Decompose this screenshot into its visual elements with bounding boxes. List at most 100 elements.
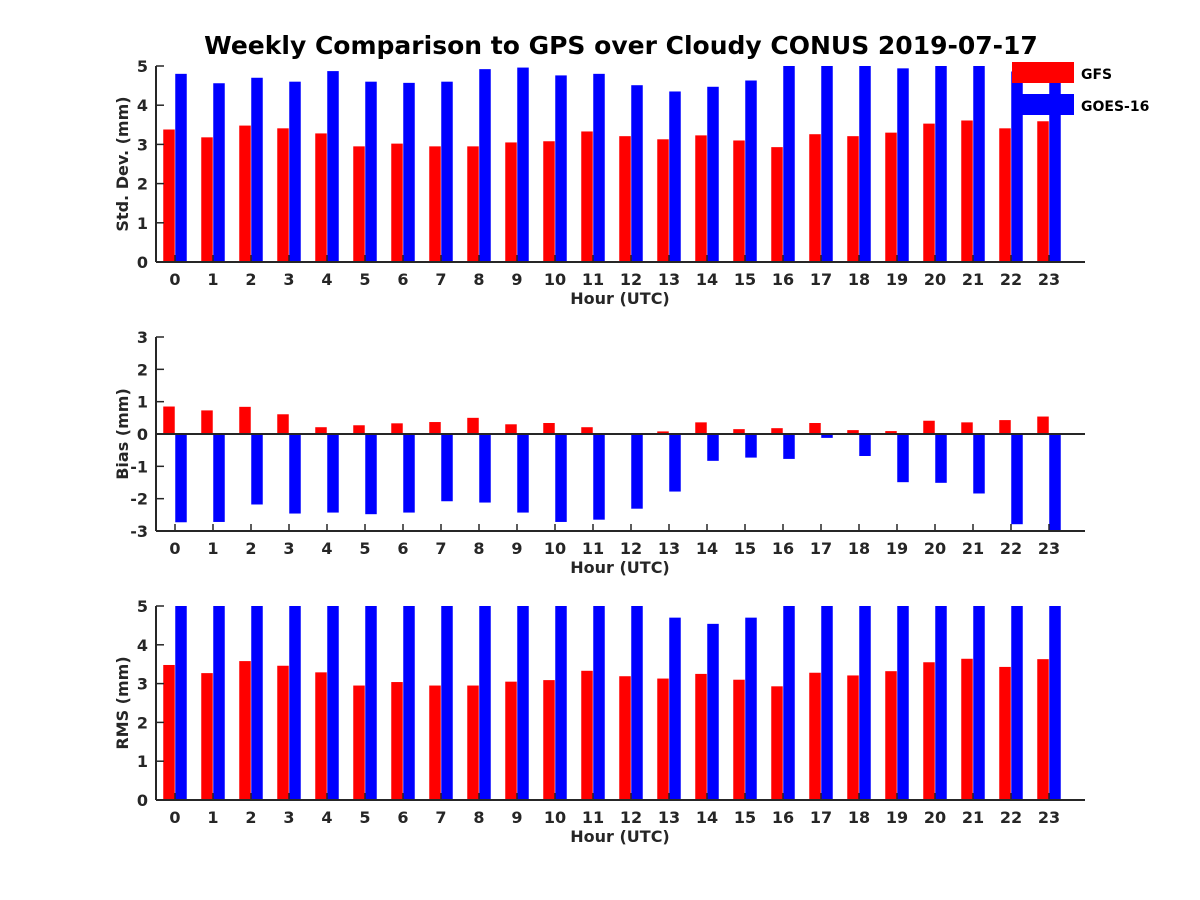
x-tick-label: 1 <box>207 270 218 289</box>
bar-goes-16-hour-5 <box>365 434 377 515</box>
x-tick-label: 11 <box>582 539 604 558</box>
x-tick-label: 12 <box>620 270 642 289</box>
bar-goes-16-hour-4 <box>327 434 339 513</box>
bar-gfs-hour-7 <box>429 422 441 434</box>
bar-goes-16-hour-22 <box>1011 71 1023 263</box>
bar-gfs-hour-19 <box>885 132 897 262</box>
bar-gfs-hour-18 <box>847 675 859 800</box>
x-tick-label: 4 <box>321 270 332 289</box>
bar-gfs-hour-21 <box>961 120 973 263</box>
bar-goes-16-hour-20 <box>935 66 947 262</box>
bar-gfs-hour-9 <box>505 424 517 434</box>
x-tick-label: 13 <box>658 808 680 827</box>
bar-goes-16-hour-0 <box>175 606 187 800</box>
bar-gfs-hour-1 <box>201 673 213 800</box>
bar-gfs-hour-5 <box>353 425 365 434</box>
bars-top <box>163 66 1061 263</box>
x-axis-label: Hour (UTC) <box>570 289 670 308</box>
x-tick-label: 15 <box>734 270 756 289</box>
bar-goes-16-hour-11 <box>593 434 605 520</box>
bar-goes-16-hour-15 <box>745 434 757 458</box>
bar-goes-16-hour-9 <box>517 434 529 513</box>
y-tick-label: 0 <box>137 791 148 810</box>
y-axis-label: Std. Dev. (mm) <box>113 96 132 231</box>
bar-goes-16-hour-10 <box>555 434 567 522</box>
x-tick-label: 9 <box>511 808 522 827</box>
bar-goes-16-hour-20 <box>935 434 947 483</box>
bar-gfs-hour-11 <box>581 427 593 434</box>
bar-goes-16-hour-4 <box>327 71 339 262</box>
bar-goes-16-hour-6 <box>403 434 415 513</box>
x-tick-label: 8 <box>473 270 484 289</box>
y-tick-label: 2 <box>137 175 148 194</box>
x-tick-label: 21 <box>962 808 984 827</box>
x-tick-label: 10 <box>544 270 566 289</box>
bar-gfs-hour-7 <box>429 146 441 262</box>
y-tick-label: 4 <box>137 636 148 655</box>
x-tick-label: 18 <box>848 808 870 827</box>
bar-gfs-hour-18 <box>847 136 859 262</box>
bar-goes-16-hour-21 <box>973 434 985 494</box>
y-tick-label: 1 <box>137 214 148 233</box>
x-tick-label: 19 <box>886 808 908 827</box>
bar-gfs-hour-4 <box>315 427 327 434</box>
bar-goes-16-hour-1 <box>213 606 225 800</box>
bar-gfs-hour-21 <box>961 422 973 434</box>
x-tick-label: 15 <box>734 539 756 558</box>
chart-title: Weekly Comparison to GPS over Cloudy CON… <box>204 31 1038 60</box>
bar-goes-16-hour-21 <box>973 66 985 262</box>
bar-gfs-hour-7 <box>429 685 441 800</box>
x-tick-label: 5 <box>359 539 370 558</box>
x-tick-label: 8 <box>473 808 484 827</box>
bar-goes-16-hour-12 <box>631 606 643 800</box>
bar-gfs-hour-15 <box>733 429 745 434</box>
x-tick-label: 16 <box>772 539 794 558</box>
bars-middle <box>163 406 1061 531</box>
bar-gfs-hour-6 <box>391 682 403 800</box>
y-axis-label: RMS (mm) <box>113 656 132 749</box>
bar-goes-16-hour-20 <box>935 606 947 800</box>
bar-gfs-hour-15 <box>733 679 745 800</box>
x-tick-label: 15 <box>734 808 756 827</box>
bar-gfs-hour-8 <box>467 417 479 434</box>
bar-goes-16-hour-7 <box>441 81 453 263</box>
bar-goes-16-hour-17 <box>821 606 833 800</box>
bar-gfs-hour-14 <box>695 673 707 800</box>
bar-goes-16-hour-2 <box>251 606 263 800</box>
bar-gfs-hour-2 <box>239 661 251 800</box>
y-tick-label: 3 <box>137 328 148 347</box>
bar-gfs-hour-3 <box>277 128 289 262</box>
bar-gfs-hour-2 <box>239 125 251 262</box>
bar-goes-16-hour-13 <box>669 617 681 800</box>
bar-gfs-hour-12 <box>619 676 631 800</box>
bar-goes-16-hour-12 <box>631 85 643 263</box>
x-tick-label: 5 <box>359 808 370 827</box>
bar-goes-16-hour-4 <box>327 606 339 800</box>
bar-goes-16-hour-16 <box>783 606 795 800</box>
x-tick-label: 16 <box>772 270 794 289</box>
x-tick-label: 3 <box>283 808 294 827</box>
bar-goes-16-hour-8 <box>479 434 491 503</box>
bar-gfs-hour-2 <box>239 406 251 434</box>
bar-gfs-hour-19 <box>885 671 897 800</box>
bar-gfs-hour-20 <box>923 123 935 263</box>
y-tick-label: -3 <box>130 522 148 541</box>
bar-goes-16-hour-18 <box>859 606 871 800</box>
x-tick-label: 7 <box>435 808 446 827</box>
bar-gfs-hour-22 <box>999 128 1011 262</box>
bar-gfs-hour-9 <box>505 142 517 262</box>
x-tick-label: 1 <box>207 539 218 558</box>
y-tick-label: 1 <box>137 752 148 771</box>
y-axis-label: Bias (mm) <box>113 388 132 480</box>
bar-goes-16-hour-0 <box>175 73 187 262</box>
bars-bottom <box>163 606 1061 800</box>
x-tick-label: 10 <box>544 808 566 827</box>
bar-gfs-hour-0 <box>163 406 175 434</box>
bar-gfs-hour-17 <box>809 672 821 800</box>
bar-goes-16-hour-16 <box>783 434 795 459</box>
bar-gfs-hour-16 <box>771 428 783 434</box>
x-tick-label: 12 <box>620 808 642 827</box>
x-axis-label: Hour (UTC) <box>570 827 670 846</box>
